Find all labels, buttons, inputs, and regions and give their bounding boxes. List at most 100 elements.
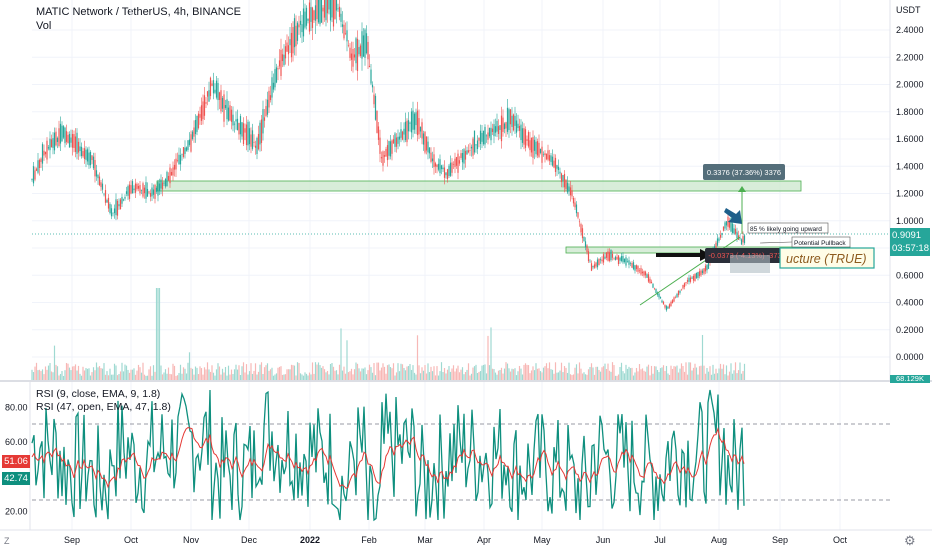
volume-bar	[488, 365, 491, 380]
candle-body	[559, 171, 561, 174]
volume-bar	[40, 371, 42, 380]
volume-bar	[44, 366, 47, 380]
candle-body	[734, 228, 737, 234]
volume-bar	[685, 362, 687, 380]
volume-bar	[259, 364, 261, 380]
candle-body	[451, 162, 453, 173]
volume-bar	[208, 369, 210, 380]
time-label: Dec	[241, 535, 258, 545]
candle-body	[364, 29, 366, 58]
candle-body	[178, 154, 180, 165]
candle-body	[37, 160, 39, 173]
candle-body	[383, 155, 386, 157]
volume-bar	[686, 374, 689, 380]
volume-bar	[109, 368, 111, 380]
candle-body	[469, 150, 471, 151]
volume-bar	[584, 374, 587, 380]
candle-body	[253, 141, 255, 143]
volume-bar	[506, 363, 509, 380]
candle-body	[724, 222, 726, 229]
volume-bar	[220, 374, 222, 380]
volume-bar	[404, 370, 407, 380]
volume-bar	[221, 368, 224, 380]
chart-title: MATIC Network / TetherUS, 4h, BINANCE	[36, 6, 241, 18]
candle-body	[635, 265, 638, 270]
volume-bar	[446, 369, 449, 380]
candle-body	[38, 159, 41, 168]
candle-body	[323, 0, 326, 18]
candle-body	[403, 128, 405, 135]
candle-body	[533, 139, 536, 151]
volume-bar	[565, 367, 567, 380]
volume-bar	[650, 365, 653, 380]
volume-bar	[274, 374, 276, 380]
candle-body	[643, 271, 645, 276]
volume-bar	[625, 364, 627, 380]
candle-body	[416, 110, 419, 136]
candle-body	[460, 153, 462, 159]
candle-body	[553, 160, 555, 168]
volume-bar	[701, 334, 704, 380]
volume-bar	[394, 375, 396, 380]
candle-body	[103, 193, 105, 195]
candle-body	[685, 282, 687, 284]
volume-bar	[386, 365, 389, 380]
candle-body	[190, 134, 192, 152]
volume-bar	[722, 364, 725, 380]
candle-body	[619, 257, 621, 261]
volume-bar	[343, 366, 345, 380]
volume-bar	[238, 365, 240, 380]
candle-body	[172, 167, 174, 176]
volume-bar	[548, 362, 551, 380]
volume-bar	[77, 365, 80, 380]
candle-body	[716, 238, 719, 246]
volume-bar	[206, 362, 209, 380]
volume-bar	[148, 369, 150, 380]
candle-body	[569, 187, 572, 196]
candle-body	[163, 182, 165, 184]
candle-body	[692, 275, 695, 281]
candle-body	[161, 182, 164, 190]
volume-bar	[529, 373, 531, 380]
candle-body	[743, 235, 746, 244]
volume-bar	[416, 335, 419, 380]
candle-body	[295, 25, 297, 47]
measure-arrowhead	[738, 186, 746, 192]
volume-bar	[697, 374, 699, 380]
volume-bar	[293, 365, 296, 380]
gear-icon[interactable]: ⚙	[904, 533, 916, 548]
volume-bar	[218, 366, 221, 380]
candle-body	[314, 5, 317, 21]
candle-body	[35, 168, 38, 171]
time-label: May	[533, 535, 551, 545]
volume-bar	[320, 367, 323, 380]
volume-bar	[731, 373, 734, 380]
volume-bar	[325, 372, 327, 380]
candle-body	[322, 7, 324, 12]
candle-body	[673, 297, 675, 302]
candle-body	[665, 306, 668, 311]
candle-body	[370, 69, 372, 84]
volume-bar	[449, 371, 452, 380]
candle-body	[286, 42, 288, 52]
volume-bar	[151, 375, 153, 380]
rsi-slow-line	[31, 426, 745, 489]
volume-bar	[679, 368, 681, 380]
volume-bar	[65, 362, 68, 380]
candle-body	[62, 126, 65, 138]
candle-body	[637, 266, 639, 272]
candle-body	[349, 47, 351, 58]
candle-body	[389, 141, 392, 157]
candle-body	[464, 150, 467, 160]
candle-body	[614, 256, 617, 260]
timezone-icon[interactable]: Z	[4, 536, 10, 546]
volume-bar	[497, 370, 500, 380]
volume-bar	[568, 362, 570, 380]
candle-body	[272, 82, 275, 90]
volume-bar	[401, 364, 404, 380]
volume-bar	[353, 369, 356, 380]
candle-body	[550, 155, 552, 163]
candle-body	[137, 186, 140, 189]
candle-body	[455, 157, 458, 166]
